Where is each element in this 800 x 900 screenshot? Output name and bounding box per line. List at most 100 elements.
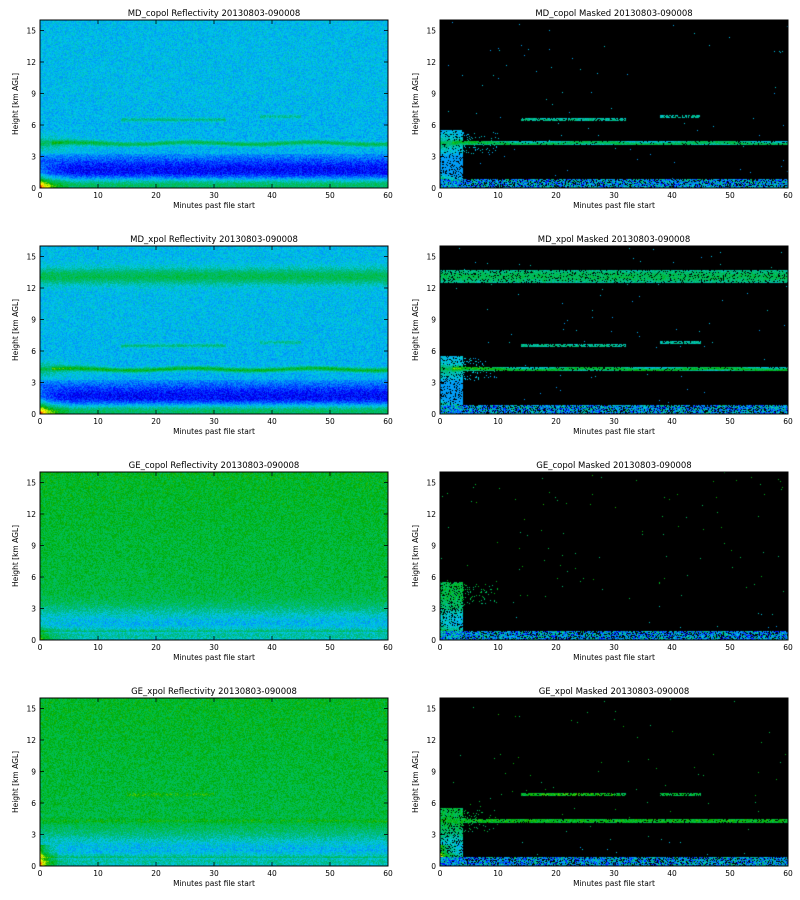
x-tick-label: 20 — [151, 191, 161, 200]
x-tick-label: 60 — [783, 643, 793, 652]
heatmap-image — [40, 472, 388, 640]
y-tick-label: 12 — [426, 284, 436, 293]
y-tick-label: 0 — [31, 862, 36, 871]
x-tick-label: 30 — [209, 191, 219, 200]
y-tick-label: 15 — [26, 705, 36, 714]
x-tick-label: 50 — [725, 417, 735, 426]
y-tick-label: 9 — [431, 316, 436, 325]
panel-title: MD_xpol Reflectivity 20130803-090008 — [130, 235, 298, 245]
x-tick-label: 30 — [209, 417, 219, 426]
x-tick-label: 10 — [493, 191, 503, 200]
panel-title: MD_copol Masked 20130803-090008 — [535, 9, 692, 19]
x-tick-label: 60 — [383, 869, 393, 878]
x-tick-label: 20 — [551, 417, 561, 426]
y-tick-label: 15 — [26, 253, 36, 262]
x-tick-label: 30 — [609, 643, 619, 652]
y-tick-label: 3 — [431, 153, 436, 162]
heatmap-image — [440, 20, 788, 188]
y-tick-label: 6 — [431, 799, 436, 808]
x-tick-label: 0 — [438, 643, 443, 652]
y-tick-label: 3 — [31, 605, 36, 614]
x-tick-label: 20 — [551, 869, 561, 878]
x-axis-label: Minutes past file start — [573, 427, 655, 436]
x-tick-label: 60 — [783, 191, 793, 200]
y-tick-label: 9 — [431, 90, 436, 99]
x-tick-label: 40 — [267, 417, 277, 426]
y-tick-label: 3 — [31, 153, 36, 162]
y-axis-label: Height [km AGL] — [11, 73, 20, 135]
y-tick-label: 0 — [431, 184, 436, 193]
y-tick-label: 0 — [431, 862, 436, 871]
y-tick-label: 9 — [31, 90, 36, 99]
y-tick-label: 6 — [431, 347, 436, 356]
heatmap-image — [440, 246, 788, 414]
y-tick-label: 0 — [31, 410, 36, 419]
x-tick-label: 40 — [667, 869, 677, 878]
panel-mdxpolref: MD_xpol Reflectivity 20130803-090008 0 10 2… — [11, 235, 393, 436]
y-tick-label: 0 — [31, 636, 36, 645]
x-tick-label: 50 — [325, 869, 335, 878]
heatmap-image — [440, 472, 788, 640]
x-axis-label: Minutes past file start — [173, 201, 255, 210]
y-axis-label: Height [km AGL] — [11, 525, 20, 587]
x-tick-label: 20 — [551, 191, 561, 200]
panel-gecopolref: GE_copol Reflectivity 20130803-090008 0 10… — [11, 461, 393, 662]
x-tick-label: 50 — [725, 643, 735, 652]
y-tick-label: 3 — [31, 831, 36, 840]
panel-mdcopolref: MD_copol Reflectivity 20130803-090008 0 10… — [11, 9, 393, 210]
x-tick-label: 30 — [209, 869, 219, 878]
x-tick-label: 10 — [93, 191, 103, 200]
panel-title: MD_copol Reflectivity 20130803-090008 — [128, 9, 301, 19]
heatmap-image — [40, 246, 388, 414]
y-tick-label: 12 — [426, 58, 436, 67]
y-axis-label: Height [km AGL] — [411, 525, 420, 587]
x-tick-label: 40 — [267, 191, 277, 200]
x-tick-label: 0 — [38, 191, 43, 200]
x-axis-label: Minutes past file start — [173, 427, 255, 436]
x-axis-label: Minutes past file start — [573, 201, 655, 210]
heatmap-image — [40, 698, 388, 866]
x-tick-label: 30 — [609, 869, 619, 878]
y-axis-label: Height [km AGL] — [11, 751, 20, 813]
y-tick-label: 6 — [431, 121, 436, 130]
y-tick-label: 0 — [31, 184, 36, 193]
y-tick-label: 0 — [431, 636, 436, 645]
y-tick-label: 3 — [431, 605, 436, 614]
x-tick-label: 0 — [38, 417, 43, 426]
y-axis-label: Height [km AGL] — [411, 73, 420, 135]
y-tick-label: 15 — [26, 27, 36, 36]
y-tick-label: 0 — [431, 410, 436, 419]
y-tick-label: 12 — [26, 736, 36, 745]
y-tick-label: 15 — [426, 27, 436, 36]
x-tick-label: 40 — [267, 869, 277, 878]
x-tick-label: 20 — [551, 643, 561, 652]
x-tick-label: 20 — [151, 417, 161, 426]
x-tick-label: 10 — [493, 643, 503, 652]
x-tick-label: 40 — [667, 417, 677, 426]
x-tick-label: 40 — [667, 191, 677, 200]
x-tick-label: 0 — [438, 869, 443, 878]
y-tick-label: 12 — [426, 510, 436, 519]
x-axis-label: Minutes past file start — [573, 653, 655, 662]
x-tick-label: 50 — [325, 191, 335, 200]
y-tick-label: 12 — [26, 58, 36, 67]
y-tick-label: 3 — [431, 379, 436, 388]
panel-title: MD_xpol Masked 20130803-090008 — [538, 235, 691, 245]
x-tick-label: 10 — [493, 869, 503, 878]
x-tick-label: 30 — [609, 417, 619, 426]
y-tick-label: 15 — [26, 479, 36, 488]
x-axis-label: Minutes past file start — [173, 879, 255, 888]
y-axis-label: Height [km AGL] — [11, 299, 20, 361]
x-tick-label: 60 — [383, 191, 393, 200]
x-tick-label: 50 — [325, 643, 335, 652]
panel-title: GE_xpol Masked 20130803-090008 — [539, 687, 690, 697]
y-tick-label: 6 — [31, 347, 36, 356]
y-tick-label: 6 — [31, 799, 36, 808]
y-tick-label: 6 — [431, 573, 436, 582]
x-axis-label: Minutes past file start — [573, 879, 655, 888]
x-tick-label: 50 — [725, 869, 735, 878]
